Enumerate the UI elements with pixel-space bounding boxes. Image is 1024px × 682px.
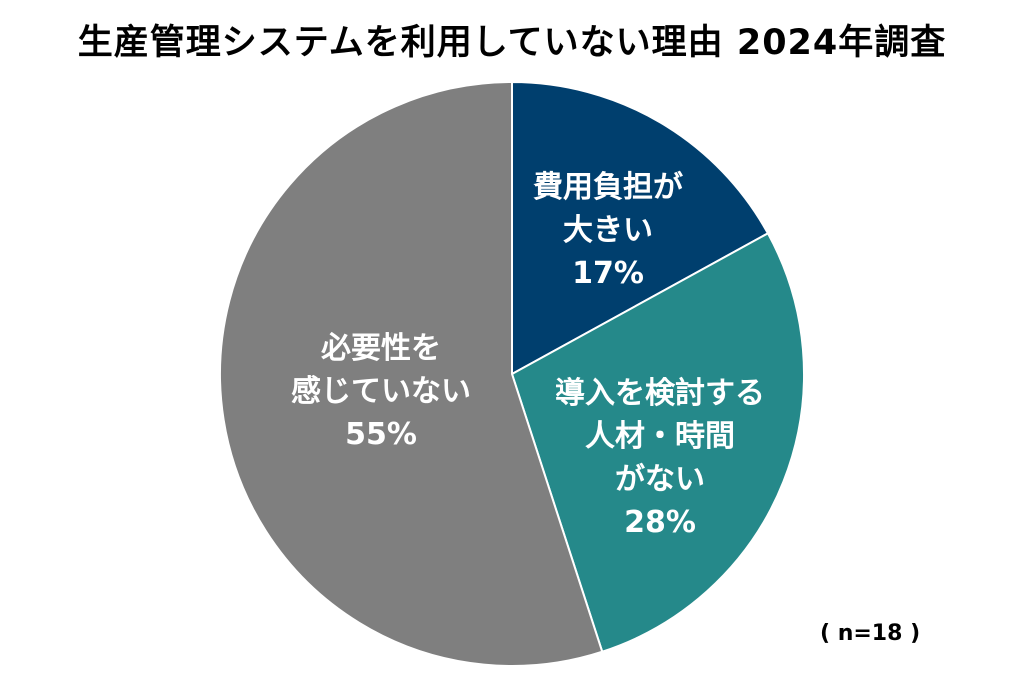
pie-slices bbox=[219, 80, 805, 667]
slice-3-label-line: 感じていない bbox=[291, 374, 471, 409]
slice-1-label-line: 費用負担が bbox=[533, 170, 683, 205]
slice-1-label-line: 大きい bbox=[563, 213, 653, 248]
slice-2-label-line: 導入を検討する bbox=[555, 376, 765, 411]
slice-1-value-label: 17% bbox=[572, 256, 644, 291]
pie-slice-3 bbox=[219, 80, 604, 667]
slice-3-value-label: 55% bbox=[345, 417, 417, 452]
pie-slice-1 bbox=[511, 80, 770, 376]
chart-title: 生産管理システムを利用していない理由 2024年調査 bbox=[77, 23, 947, 63]
sample-size-note: ( n=18 ) bbox=[820, 621, 921, 646]
slice-2-label-line: がない bbox=[615, 462, 705, 497]
slice-2-value-label: 28% bbox=[624, 505, 696, 540]
pie-slice-2 bbox=[510, 231, 805, 653]
slice-3-label-line: 必要性を bbox=[321, 331, 441, 366]
slice-2-label-line: 人材・時間 bbox=[585, 419, 735, 454]
